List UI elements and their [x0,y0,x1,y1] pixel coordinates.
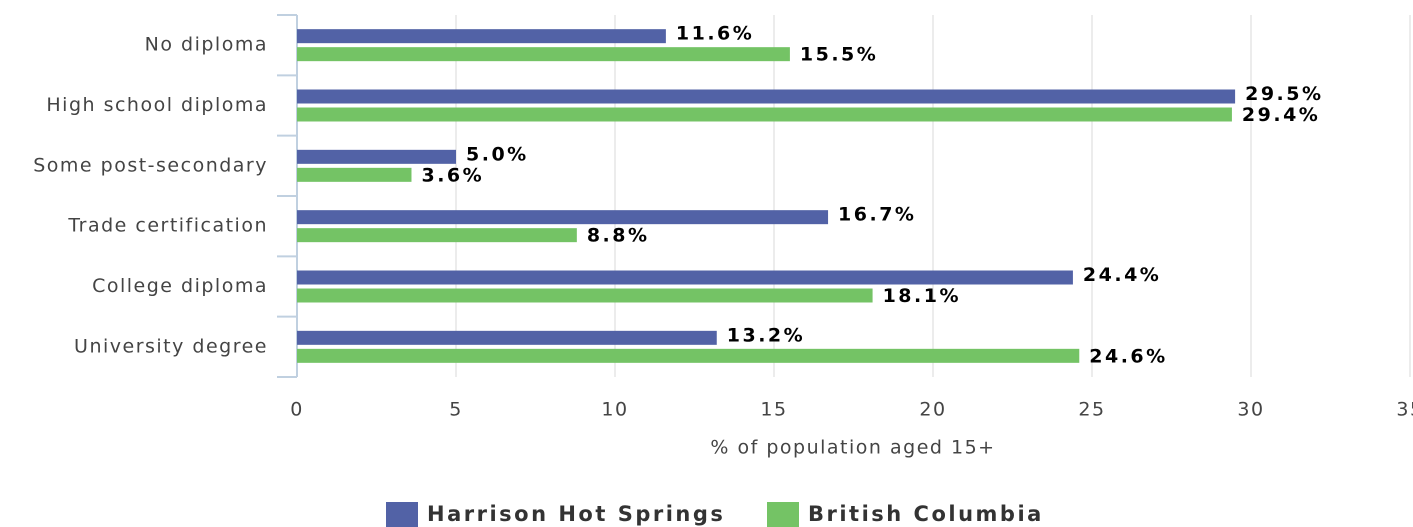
value-label: 13.2% [727,324,805,346]
legend-swatch [386,502,418,527]
value-label: 8.8% [587,225,650,247]
x-tick-label: 35 [1396,399,1413,421]
bar [297,330,717,345]
legend-label: British Columbia [808,502,1044,526]
x-tick-label: 0 [290,399,304,421]
value-label: 29.4% [1242,104,1320,126]
bar [297,29,666,44]
bar [297,348,1080,363]
value-label: 24.4% [1083,264,1161,286]
y-tick-label: Some post-secondary [33,154,268,176]
bar [297,210,829,225]
y-tick-label: High school diploma [46,94,268,116]
value-label: 5.0% [466,143,529,165]
legend-swatch [767,502,799,527]
bar [297,149,456,164]
y-tick-label: Trade certification [67,215,268,237]
legend-label: Harrison Hot Springs [427,502,725,526]
value-label: 24.6% [1089,345,1167,367]
x-tick-label: 25 [1078,399,1105,421]
bar [297,167,412,182]
bar [297,288,873,303]
x-tick-label: 30 [1237,399,1264,421]
y-tick-label: University degree [74,335,268,357]
value-label: 3.6% [421,164,484,186]
bar [297,228,577,243]
value-label: 18.1% [883,285,961,307]
x-tick-label: 15 [760,399,787,421]
y-tick-label: College diploma [92,275,268,297]
x-tick-label: 20 [919,399,946,421]
value-label: 29.5% [1245,83,1323,105]
value-label: 15.5% [800,44,878,66]
value-label: 16.7% [838,204,916,226]
bar [297,89,1236,104]
bar [297,270,1073,285]
y-tick-label: No diploma [145,34,268,56]
value-label: 11.6% [676,23,754,45]
bar [297,47,790,62]
bar [297,107,1232,122]
x-tick-label: 5 [449,399,463,421]
x-tick-label: 10 [601,399,628,421]
x-axis-label: % of population aged 15+ [710,437,995,459]
